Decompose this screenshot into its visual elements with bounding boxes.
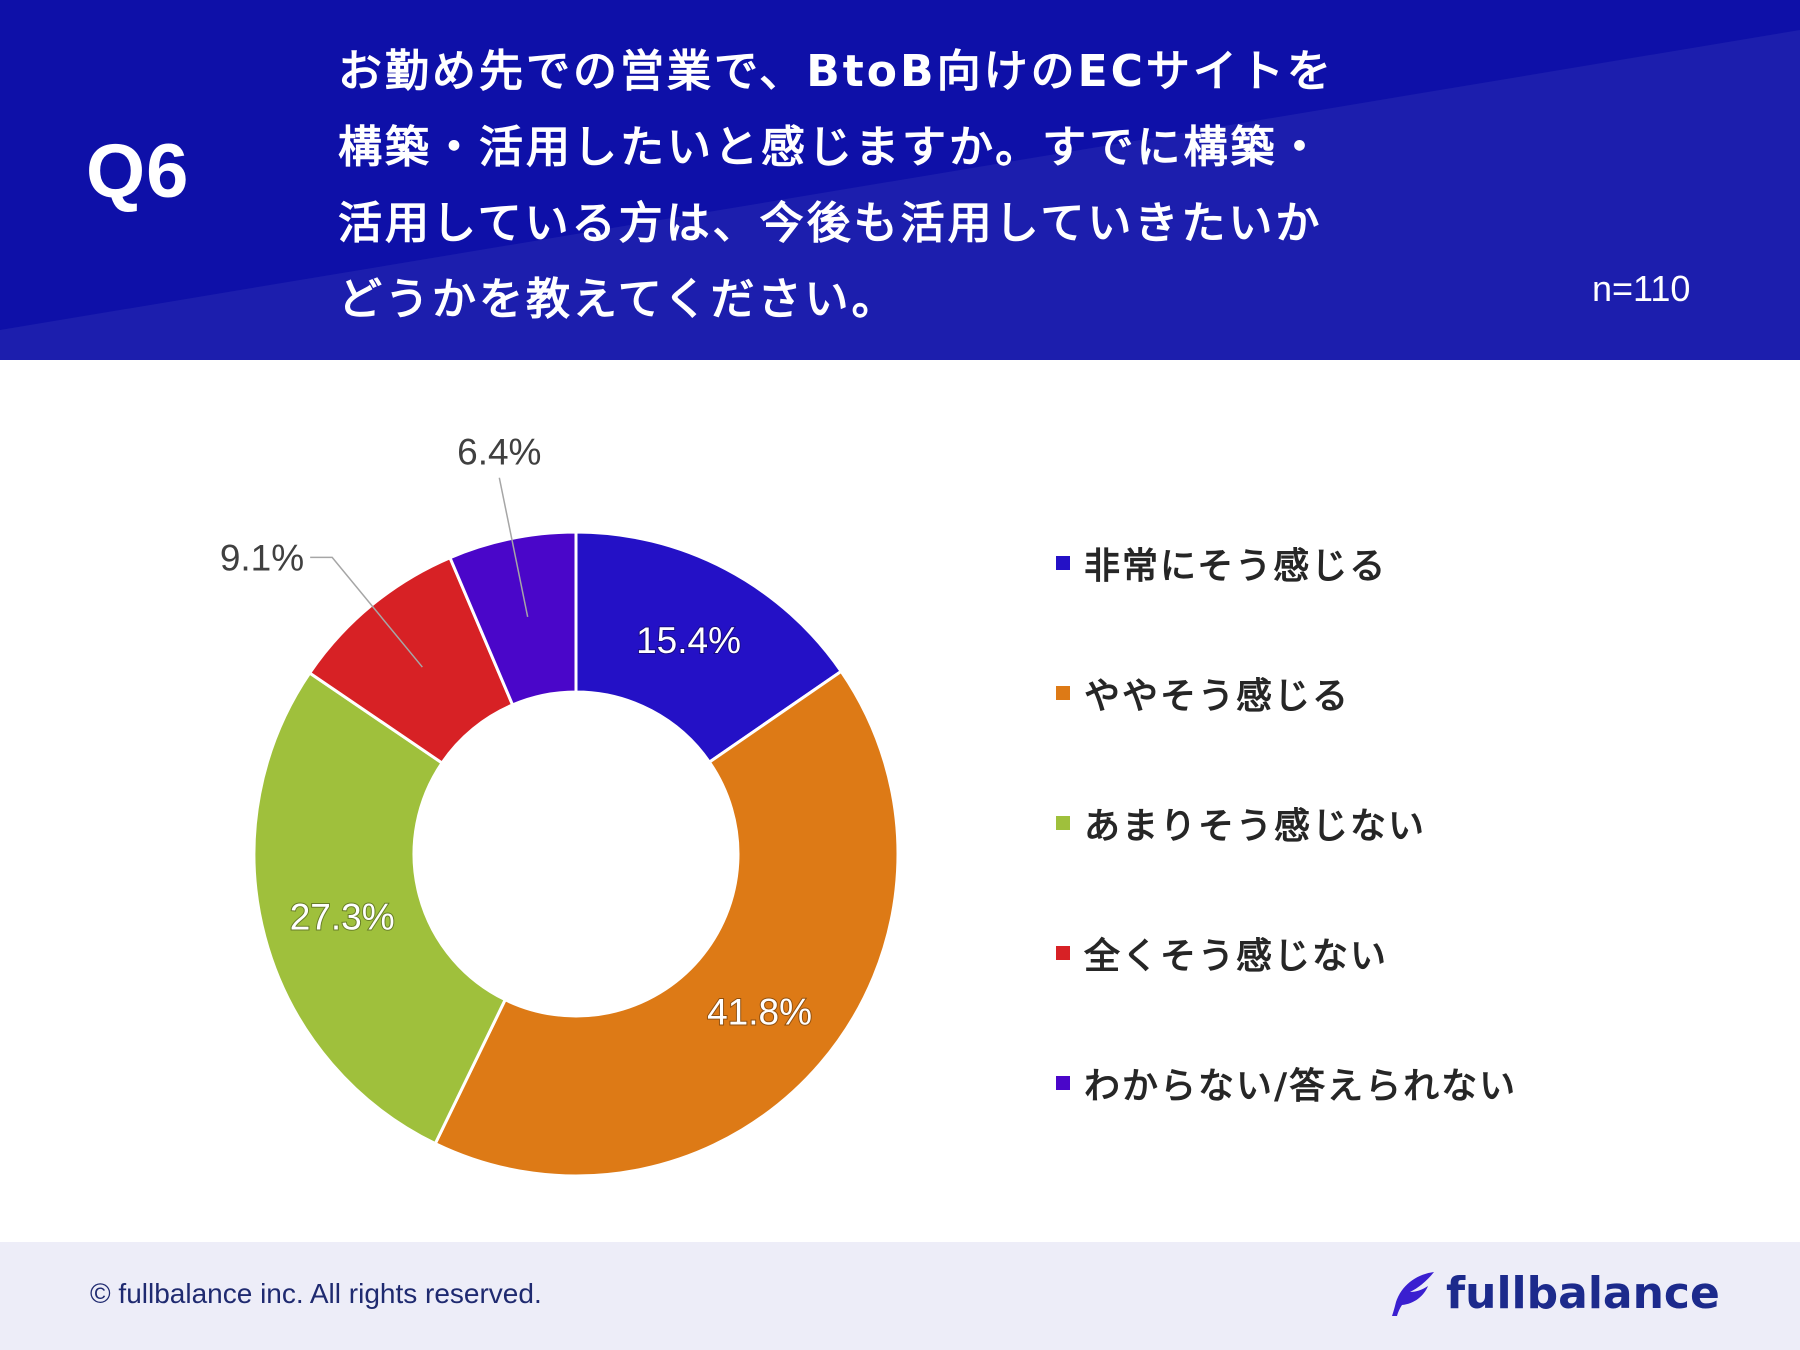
donut-slice <box>574 530 844 765</box>
brand-logo: fullbalance <box>1388 1268 1720 1319</box>
legend-label: あまりそう感じない <box>1084 806 1427 847</box>
leader-line <box>498 477 529 618</box>
legend-item: あまりそう感じない <box>1056 758 1517 888</box>
legend-label: わからない/答えられない <box>1084 1066 1518 1107</box>
donut-slice <box>448 530 578 707</box>
legend-item: ややそう感じる <box>1056 628 1517 758</box>
feather-icon <box>1392 1271 1434 1316</box>
legend-item: 全くそう感じない <box>1056 888 1517 1018</box>
legend-swatch <box>1056 816 1070 830</box>
copyright-text: © fullbalance inc. All rights reserved. <box>90 1278 542 1309</box>
data-label: 9.1% <box>220 537 304 578</box>
data-label: 15.4% <box>636 620 741 661</box>
sample-size: n=110 <box>1592 268 1691 309</box>
legend-swatch <box>1056 686 1070 700</box>
legend-label: 全くそう感じない <box>1084 936 1389 977</box>
data-label: 41.8% <box>707 992 812 1033</box>
data-label: 27.3% <box>290 896 395 937</box>
legend-item: 非常にそう感じる <box>1056 498 1517 628</box>
question-line: 活用している方は、今後も活用していきたいか <box>338 198 1323 249</box>
question-line: 構築・活用したいと感じますか。すでに構築・ <box>338 122 1325 173</box>
legend-label: ややそう感じる <box>1084 676 1351 717</box>
data-label: 6.4% <box>457 432 541 473</box>
legend-swatch <box>1056 946 1070 960</box>
question-line: どうかを教えてください。 <box>338 274 899 325</box>
leader-line <box>310 556 423 668</box>
legend-swatch <box>1056 556 1070 570</box>
legend-item: わからない/答えられない <box>1056 1018 1517 1148</box>
donut-chart: 15.4% 41.8% 27.3% 9.1% 6.4% <box>218 430 900 1178</box>
legend-swatch <box>1056 1076 1070 1090</box>
question-line: お勤め先での営業で、BtoB向けのECサイトを <box>338 46 1334 97</box>
donut-slice <box>433 669 900 1178</box>
brand-name: fullbalance <box>1446 1268 1720 1319</box>
donut-slice <box>252 670 508 1146</box>
question-text: お勤め先での営業で、BtoB向けのECサイトを 構築・活用したいと感じますか。す… <box>338 34 1458 338</box>
header-banner: Q6 お勤め先での営業で、BtoB向けのECサイトを 構築・活用したいと感じます… <box>0 0 1800 360</box>
header-stripe <box>0 30 1800 360</box>
legend-label: 非常にそう感じる <box>1084 546 1388 587</box>
footer: © fullbalance inc. All rights reserved. … <box>0 1242 1800 1350</box>
question-number: Q6 <box>86 129 190 214</box>
legend: 非常にそう感じる ややそう感じる あまりそう感じない 全くそう感じない わからな… <box>1056 498 1517 1148</box>
